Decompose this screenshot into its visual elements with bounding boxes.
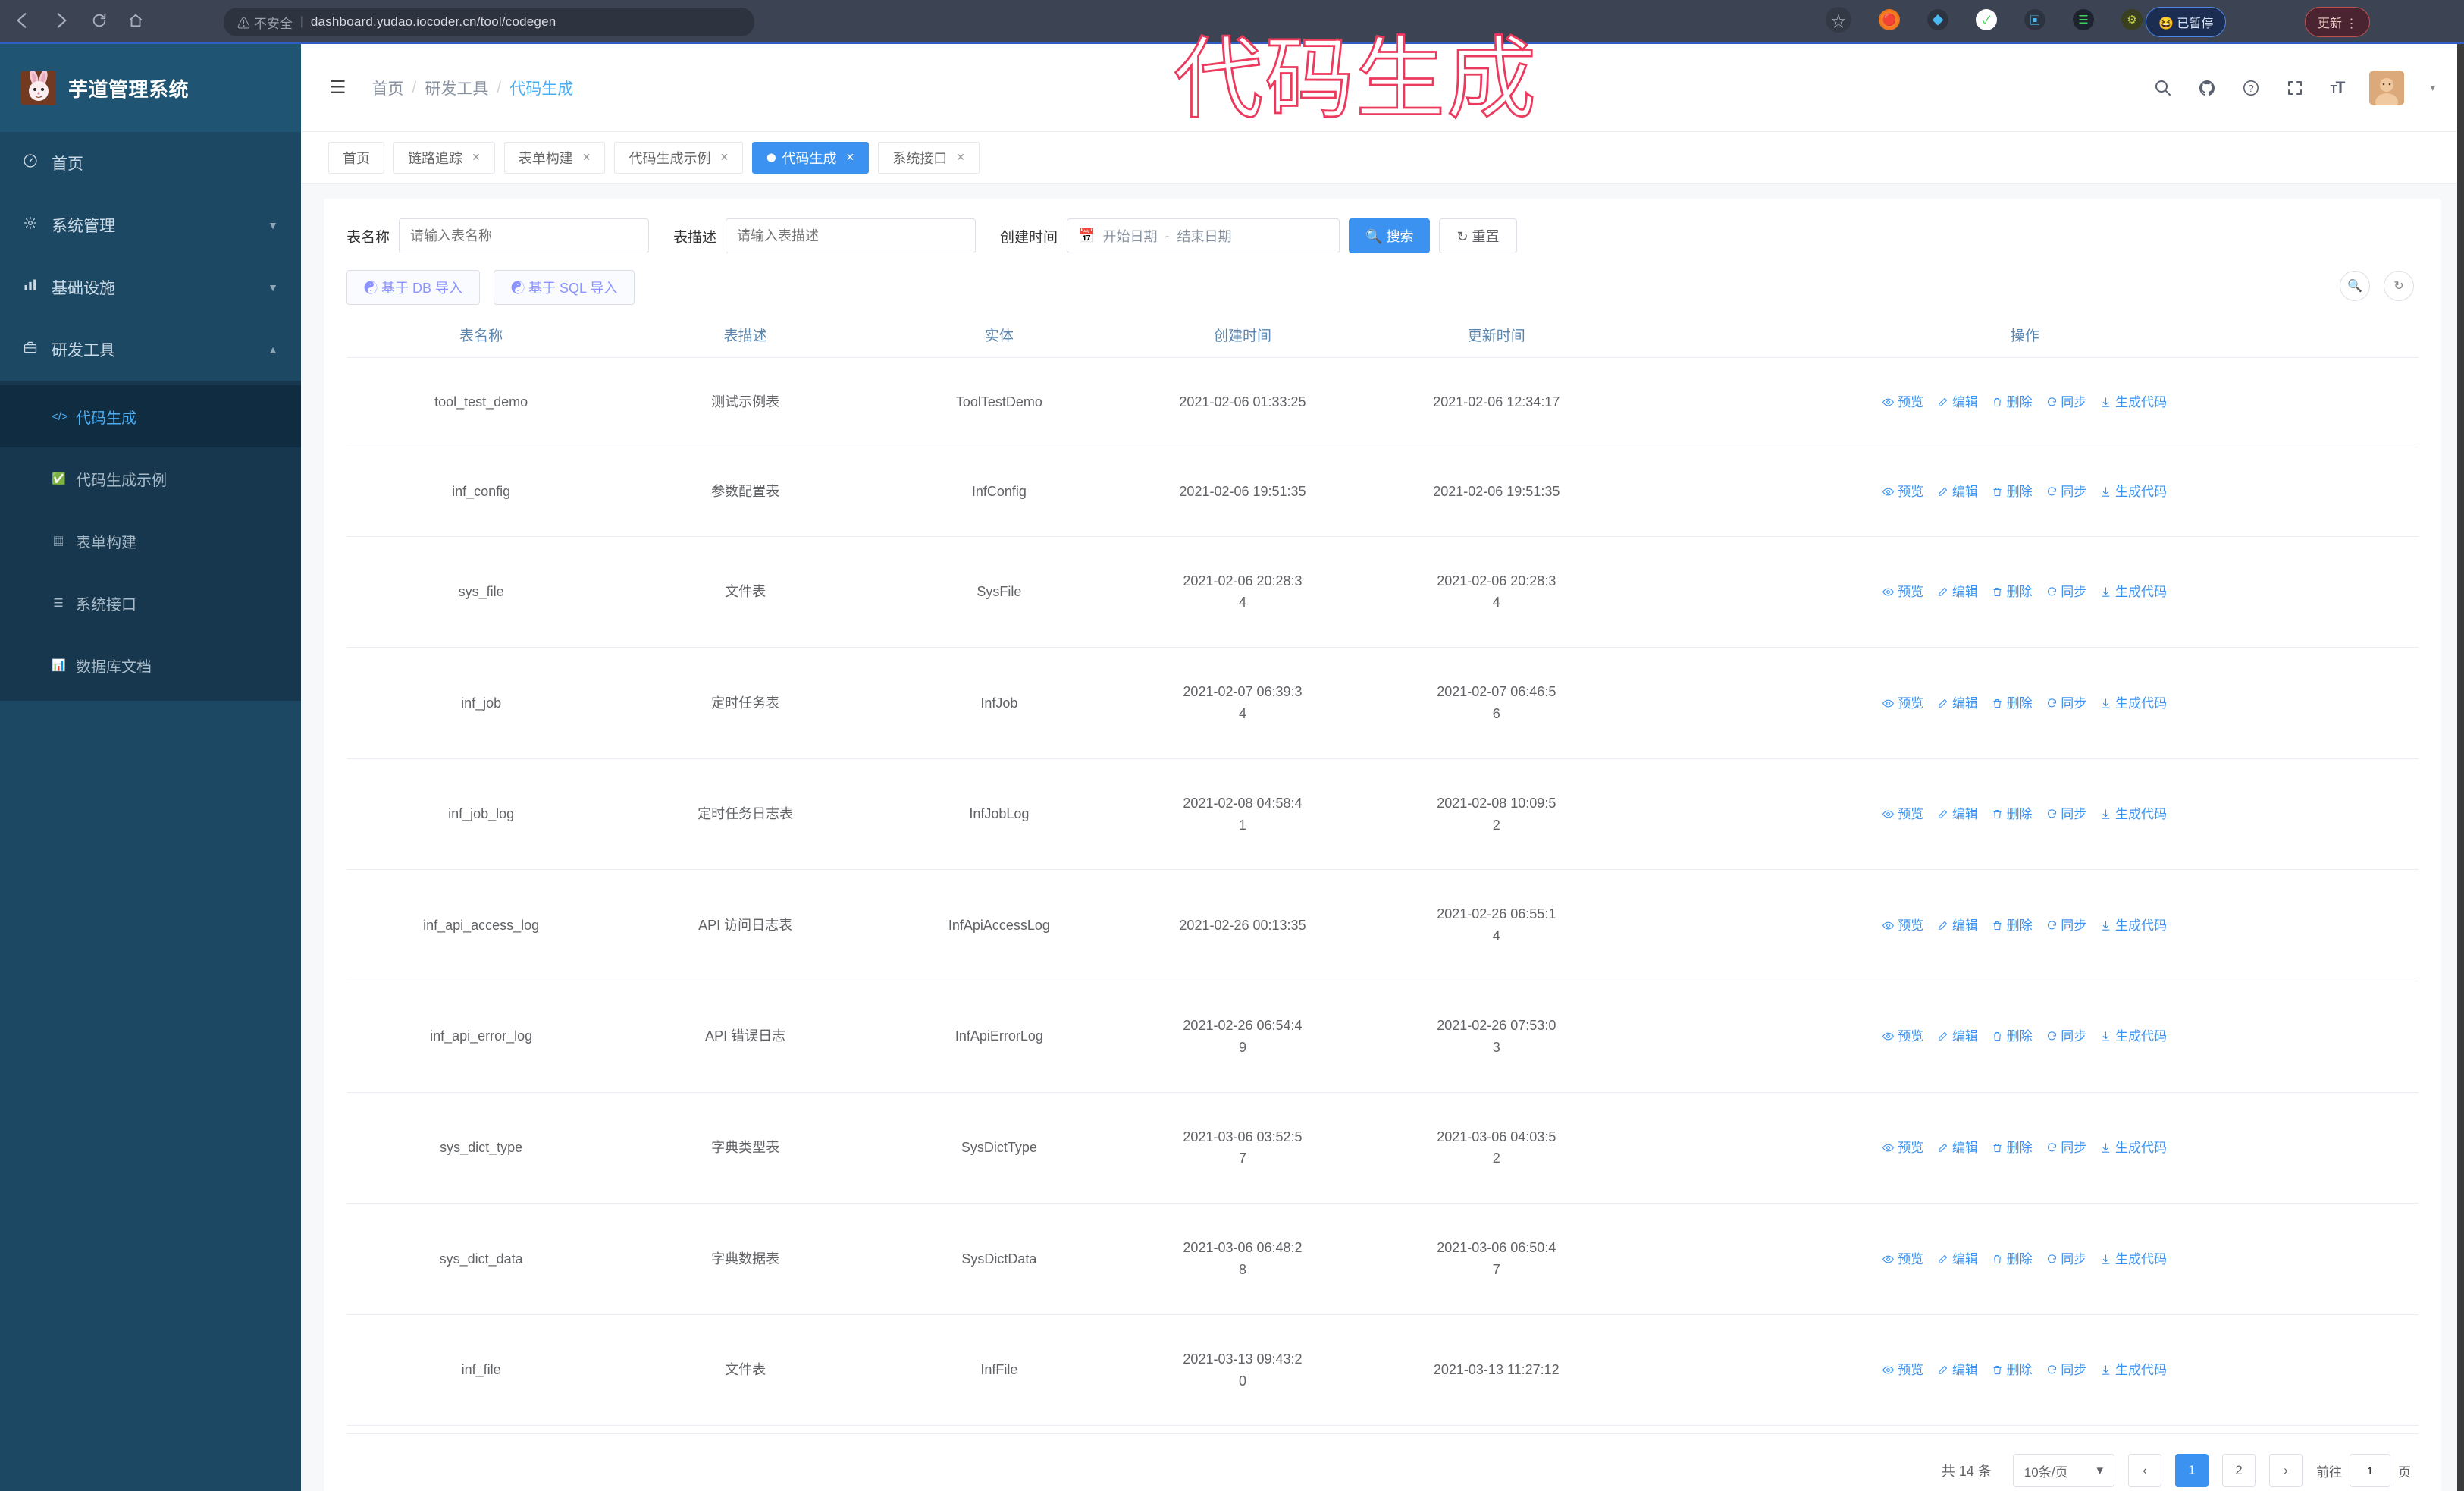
- svg-text:?: ?: [2249, 83, 2254, 94]
